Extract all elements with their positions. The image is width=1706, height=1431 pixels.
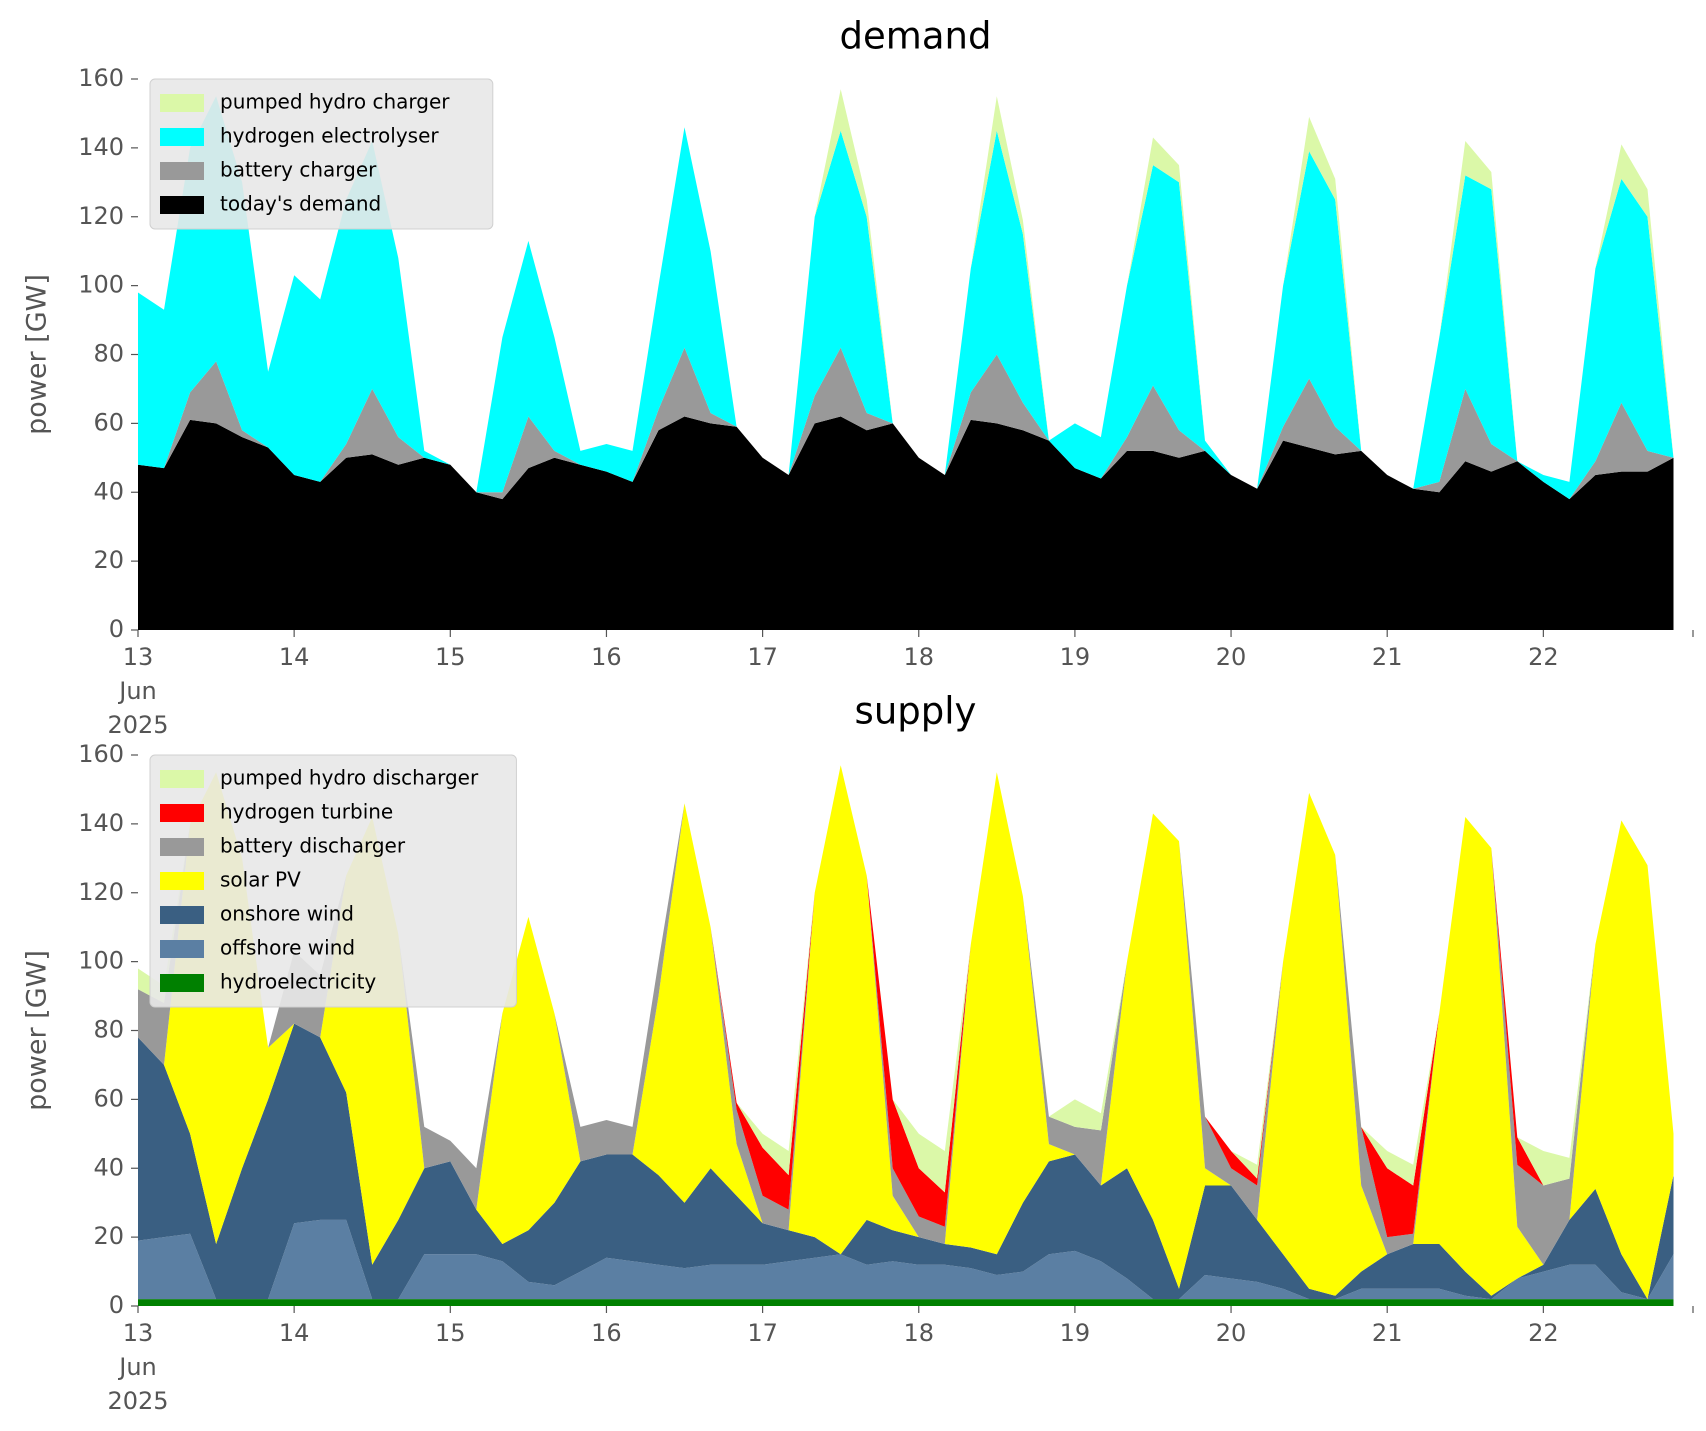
- y-tick-label: 40: [93, 1153, 124, 1181]
- y-tick-label: 0: [109, 615, 124, 643]
- legend-label: onshore wind: [220, 902, 354, 926]
- legend-label: hydroelectricity: [220, 970, 376, 994]
- legend-swatch: [160, 974, 204, 992]
- y-tick-label: 20: [93, 546, 124, 574]
- legend-label: battery charger: [220, 158, 377, 182]
- legend-swatch: [160, 906, 204, 924]
- legend-label: hydrogen electrolyser: [220, 124, 439, 148]
- y-tick-label: 100: [78, 271, 124, 299]
- y-tick-label: 160: [78, 64, 124, 92]
- area: [138, 1023, 1674, 1300]
- y-tick-label: 100: [78, 947, 124, 975]
- x-tick-label: 13 Jun 2025: [107, 643, 169, 739]
- chart-title: demand: [840, 15, 992, 58]
- y-axis-label: power [GW]: [22, 950, 53, 1111]
- legend: pumped hydro charger hydrogen electrolyse…: [149, 78, 494, 230]
- y-tick-label: 120: [78, 878, 124, 906]
- chart-title: supply: [855, 690, 977, 733]
- x-tick-label: 15: [435, 1319, 466, 1347]
- x-tick-label: 18: [903, 643, 935, 671]
- area: [138, 765, 1674, 1265]
- legend-swatch: [160, 838, 204, 856]
- y-tick-label: 80: [93, 1016, 124, 1044]
- y-tick-label: 160: [78, 740, 124, 768]
- area: [138, 1299, 1674, 1306]
- legend-label: hydrogen turbine: [220, 800, 393, 824]
- y-axis-label: power [GW]: [22, 274, 53, 435]
- x-tick-label: 14: [278, 643, 310, 671]
- legend-swatch: [160, 94, 204, 112]
- legend-label: offshore wind: [220, 936, 355, 960]
- x-tick-label: 16: [591, 1319, 622, 1347]
- x-tick-label: 14: [278, 1319, 310, 1347]
- x-tick-label: 17: [747, 643, 778, 671]
- y-tick-label: 60: [93, 1084, 124, 1112]
- y-tick-label: 60: [93, 408, 124, 436]
- area: [138, 1219, 1674, 1300]
- area: [138, 347, 1674, 500]
- x-tick-label: 16: [591, 643, 622, 671]
- legend-label: today's demand: [220, 192, 381, 216]
- y-tick-label: 0: [109, 1291, 124, 1319]
- y-tick-label: 140: [78, 133, 124, 161]
- legend: pumped hydro discharger hydrogen turbine b…: [149, 754, 517, 1008]
- legend-label: pumped hydro discharger: [220, 766, 479, 790]
- x-tick-label: 22: [1528, 1319, 1559, 1347]
- x-tick-label: 22: [1528, 643, 1559, 671]
- legend-swatch: [160, 162, 204, 180]
- x-tick-label: 21: [1371, 1319, 1403, 1347]
- legend-label: pumped hydro charger: [220, 90, 450, 114]
- x-tick-label: 18: [903, 1319, 935, 1347]
- x-tick-label: 19: [1059, 1319, 1091, 1347]
- y-tick-label: 80: [93, 340, 124, 368]
- x-tick-label: 20: [1215, 643, 1247, 671]
- x-tick-label: 20: [1215, 1319, 1247, 1347]
- legend-swatch: [160, 128, 204, 146]
- area: [138, 765, 1674, 1238]
- x-tick-label: 21: [1371, 643, 1403, 671]
- x-tick-label: 15: [435, 643, 466, 671]
- x-tick-label: 13 Jun 2025: [107, 1319, 169, 1415]
- legend-swatch: [160, 196, 204, 214]
- y-tick-label: 140: [78, 809, 124, 837]
- legend-swatch: [160, 804, 204, 822]
- y-tick-label: 120: [78, 202, 124, 230]
- y-tick-label: 20: [93, 1222, 124, 1250]
- legend-swatch: [160, 872, 204, 890]
- legend-label: solar PV: [220, 868, 301, 892]
- y-tick-label: 40: [93, 477, 124, 505]
- area: [138, 416, 1674, 630]
- legend-label: battery discharger: [220, 834, 406, 858]
- area: [138, 765, 1674, 1300]
- x-tick-label: 19: [1059, 643, 1091, 671]
- x-tick-label: 17: [747, 1319, 778, 1347]
- legend-swatch: [160, 940, 204, 958]
- legend-box: [149, 78, 494, 230]
- area: [138, 96, 1674, 500]
- legend-swatch: [160, 770, 204, 788]
- legend-box: [149, 754, 517, 1008]
